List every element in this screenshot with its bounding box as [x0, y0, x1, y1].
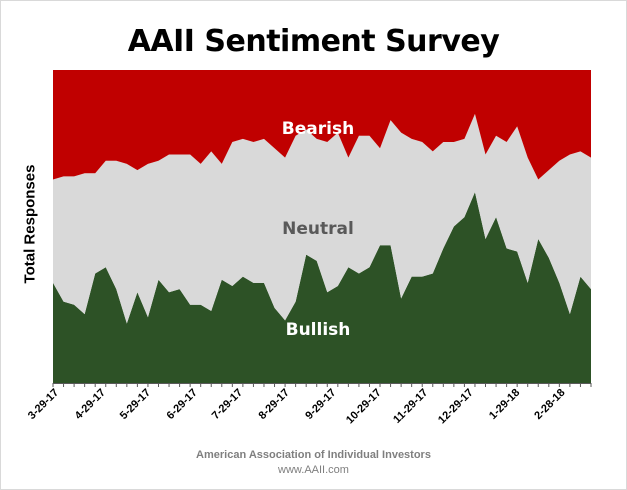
- bullish-area: [53, 192, 591, 383]
- bearish-area: [53, 70, 591, 180]
- neutral-label: Neutral: [282, 219, 354, 239]
- chart-title: AAII Sentiment Survey: [127, 24, 500, 59]
- bullish-label: Bullish: [286, 320, 351, 340]
- x-tick-label: 5-29-17: [118, 387, 153, 422]
- x-tick-label: 4-29-17: [73, 387, 108, 422]
- x-tick-label: 10-29-17: [344, 387, 384, 427]
- x-tick-label: 7-29-17: [210, 387, 245, 422]
- x-tick-label: 8-29-17: [256, 387, 291, 422]
- x-tick-label: 6-29-17: [164, 387, 199, 422]
- footer-url[interactable]: www.AAII.com: [278, 464, 349, 476]
- x-tick-label: 1-29-18: [487, 387, 522, 422]
- x-tick-label: 2-28-18: [532, 387, 567, 422]
- x-tick-label: 3-29-17: [26, 387, 61, 422]
- x-tick-label: 9-29-17: [303, 387, 338, 422]
- x-tick-label: 12-29-17: [436, 387, 476, 427]
- footer-organization: American Association of Individual Inves…: [196, 449, 431, 461]
- neutral-area: [53, 113, 591, 324]
- bearish-label: Bearish: [282, 119, 354, 139]
- x-tick-label: 11-29-17: [391, 387, 430, 426]
